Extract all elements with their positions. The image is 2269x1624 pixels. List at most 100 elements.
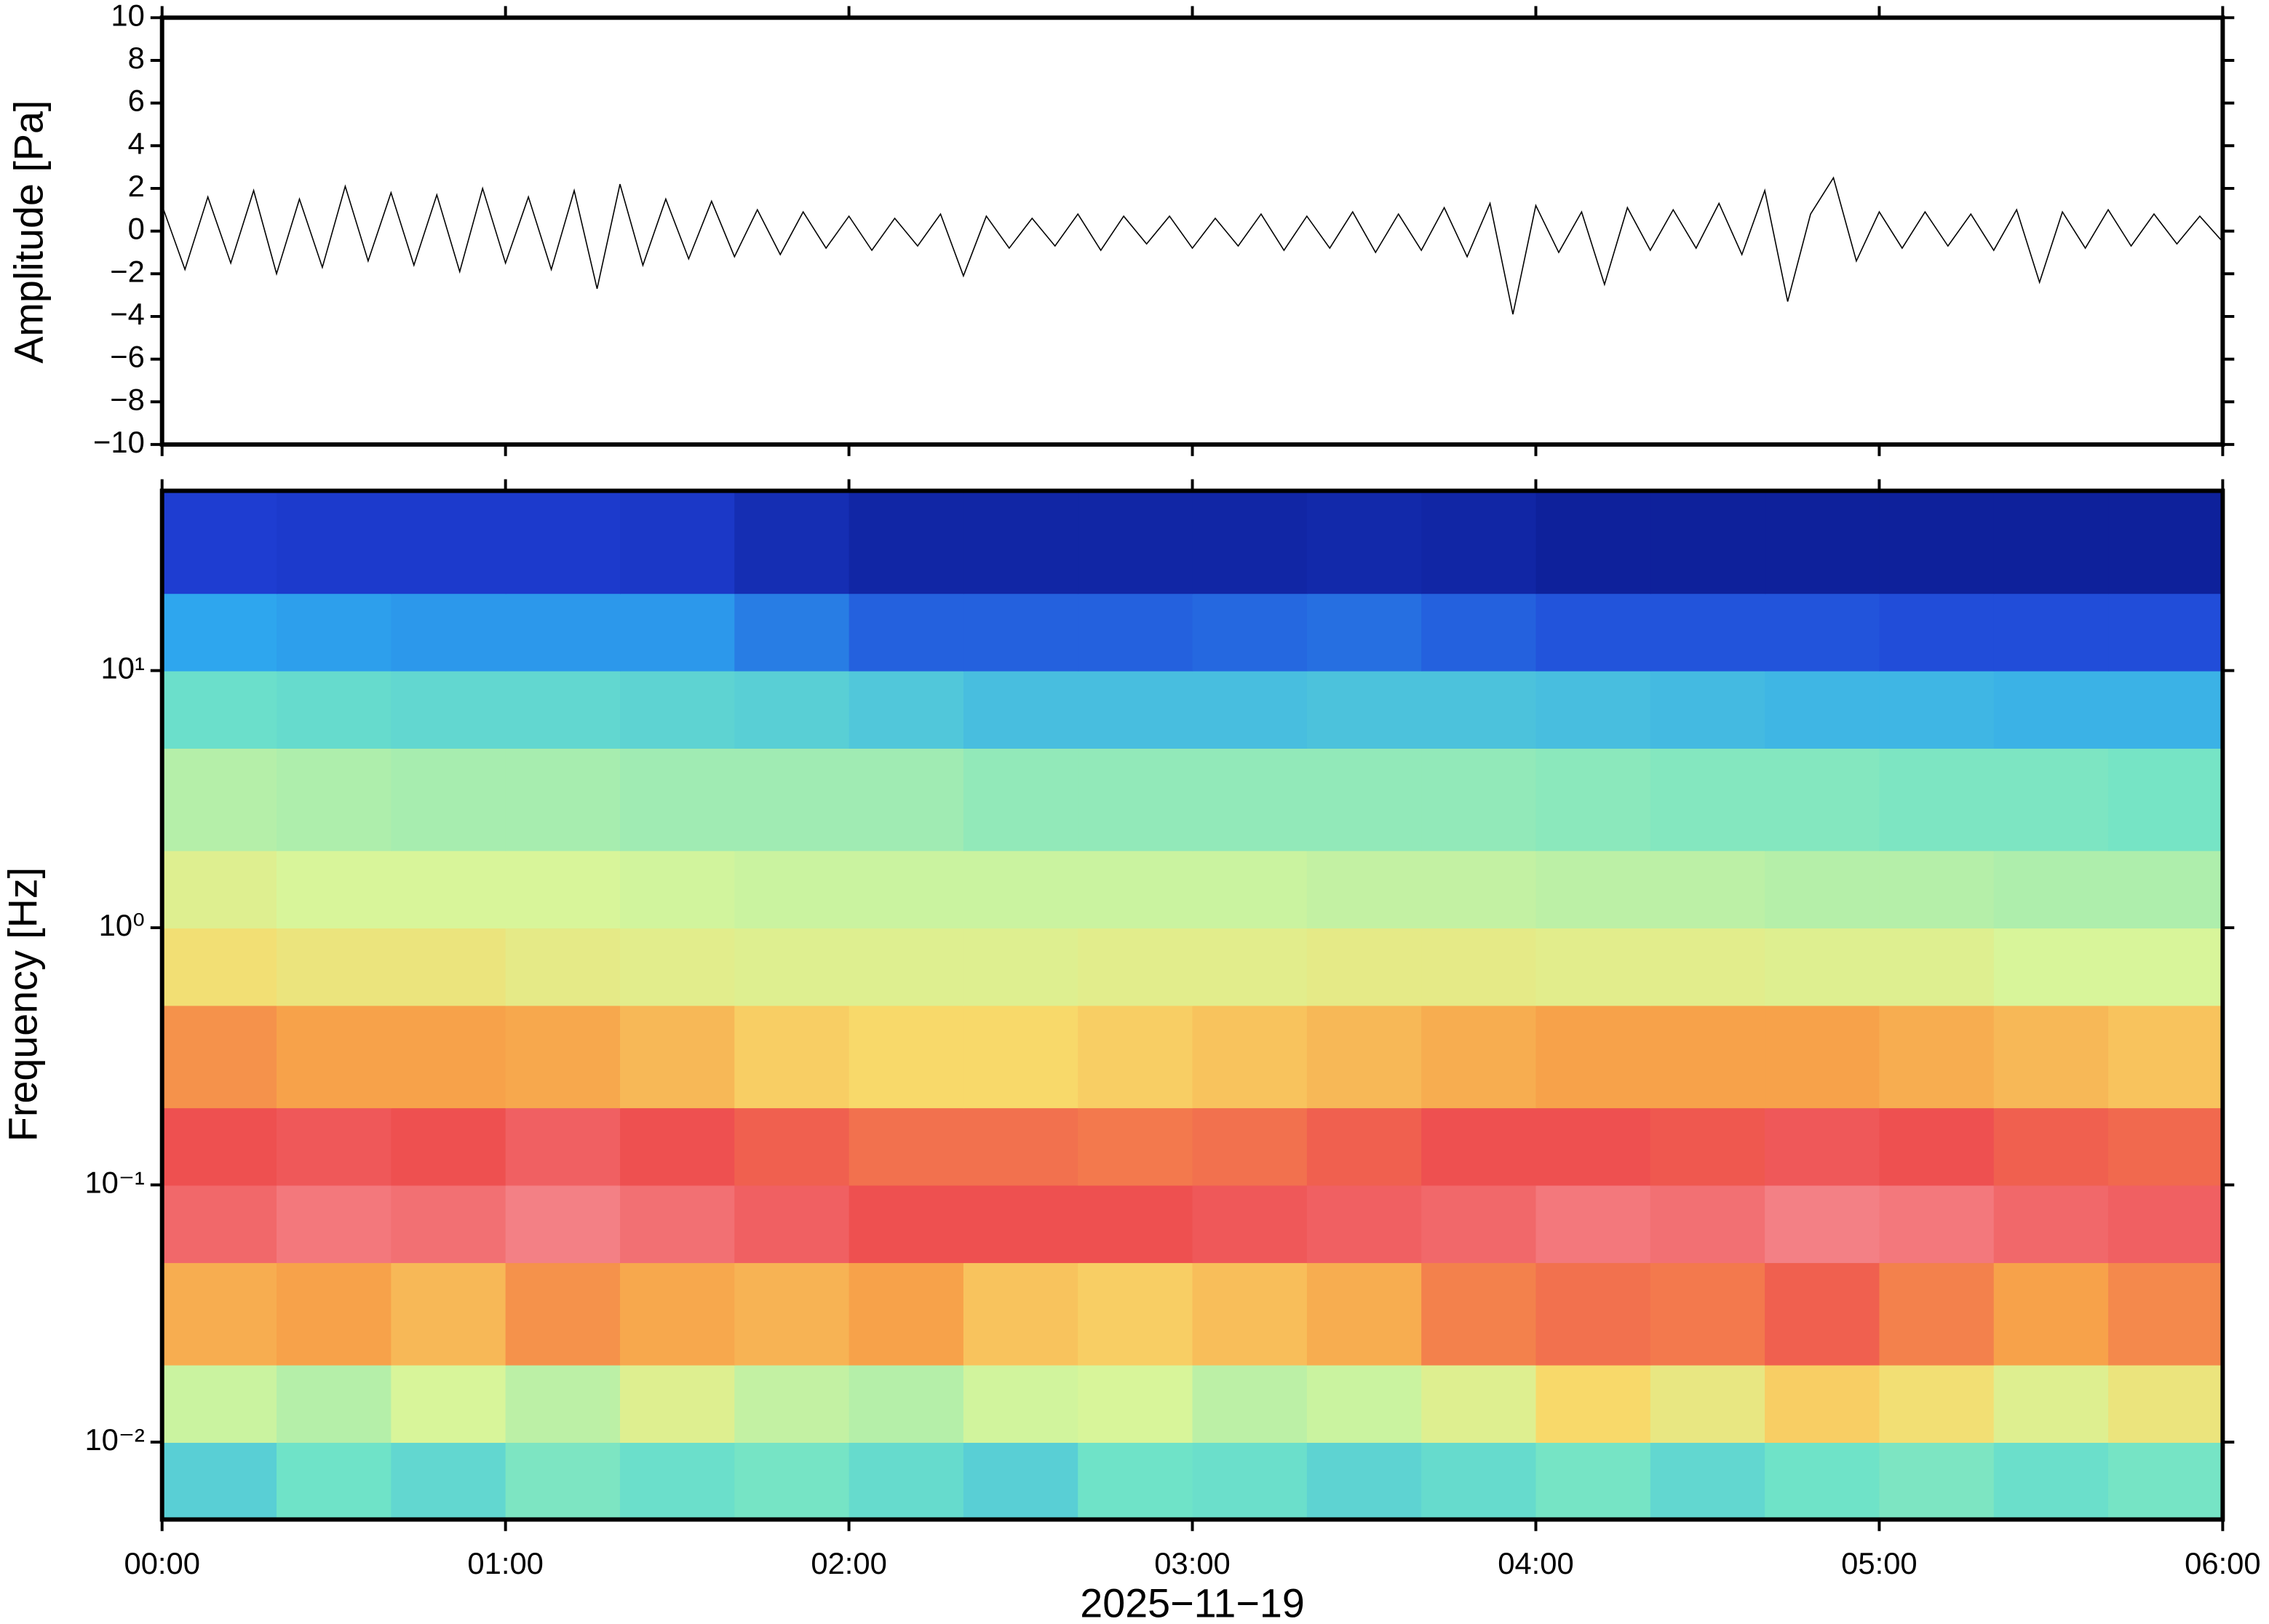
spectrogram-cell bbox=[505, 1441, 621, 1521]
spectrogram-cell bbox=[1879, 850, 1995, 929]
y-tick-label: 10⁻² bbox=[84, 1422, 144, 1457]
spectrogram-cell bbox=[1765, 1185, 1880, 1263]
panel-frame bbox=[159, 488, 2225, 1522]
spectrogram-cell bbox=[1765, 593, 1880, 672]
spectrogram-cell bbox=[391, 1107, 506, 1186]
spectrogram-cell bbox=[1879, 748, 1995, 851]
spectrogram-cell bbox=[1421, 1185, 1537, 1263]
spectrogram-cell bbox=[1535, 748, 1651, 851]
spectrogram-cell bbox=[1078, 1107, 1193, 1186]
x-axis-label: 2025−11−19 bbox=[1080, 1580, 1305, 1624]
spectrogram-cell bbox=[734, 1005, 850, 1109]
spectrogram-cell bbox=[162, 1005, 278, 1109]
panel-frame bbox=[159, 15, 2225, 447]
spectrogram-cell bbox=[1879, 1185, 1995, 1263]
spectrogram-cell bbox=[1650, 670, 1766, 749]
spectrogram-cell bbox=[1078, 748, 1193, 851]
spectrogram-cell bbox=[162, 1262, 278, 1366]
spectrogram-cell bbox=[1421, 1107, 1537, 1186]
spectrogram-cell bbox=[2108, 1185, 2224, 1263]
spectrogram-cell bbox=[619, 1364, 736, 1443]
y-tick-label: 4 bbox=[128, 126, 145, 160]
spectrogram-cell bbox=[619, 1005, 736, 1109]
spectrogram-cell bbox=[849, 593, 964, 672]
spectrogram-cell bbox=[2108, 1364, 2224, 1443]
spectrogram-cell bbox=[1765, 1107, 1880, 1186]
spectrogram-cell bbox=[1306, 928, 1423, 1006]
spectrogram-cell bbox=[1650, 1262, 1766, 1366]
spectrogram-cell bbox=[162, 1441, 278, 1521]
x-tick-label: 05:00 bbox=[1841, 1546, 1917, 1580]
spectrogram-cell bbox=[1879, 1262, 1995, 1366]
spectrogram-cell bbox=[1879, 1005, 1995, 1109]
spectrogram-cell bbox=[1650, 850, 1766, 929]
spectrogram-cell bbox=[849, 1441, 964, 1521]
spectrogram-cell bbox=[1306, 670, 1423, 749]
y-tick-label: −6 bbox=[110, 340, 145, 374]
spectrogram-cell bbox=[1879, 1107, 1995, 1186]
spectrogram-cell bbox=[1993, 928, 2110, 1006]
spectrogram-cell bbox=[849, 850, 964, 929]
spectrogram-cell bbox=[734, 1364, 850, 1443]
spectrogram-cell bbox=[1421, 748, 1537, 851]
spectrogram-cell bbox=[1421, 1364, 1537, 1443]
spectrogram-cell bbox=[1993, 490, 2110, 594]
spectrogram-cell bbox=[505, 1185, 621, 1263]
spectrogram-cell bbox=[734, 1107, 850, 1186]
spectrogram-cell bbox=[1421, 1441, 1537, 1521]
spectrogram-cell bbox=[619, 1107, 736, 1186]
spectrogram-cell bbox=[1993, 850, 2110, 929]
spectrogram-cell bbox=[1306, 1005, 1423, 1109]
spectrogram-cell bbox=[619, 1262, 736, 1366]
spectrogram-cell bbox=[505, 1107, 621, 1186]
spectrogram-cell bbox=[1078, 850, 1193, 929]
spectrogram-cell bbox=[391, 1185, 506, 1263]
spectrogram-cell bbox=[1993, 593, 2110, 672]
spectrogram-cell bbox=[619, 490, 736, 594]
spectrogram-cell bbox=[1765, 1364, 1880, 1443]
spectrogram-cell bbox=[277, 748, 392, 851]
y-tick-label: 2 bbox=[128, 169, 145, 203]
spectrogram-cell bbox=[849, 1262, 964, 1366]
spectrogram-cell bbox=[505, 748, 621, 851]
spectrogram-cell bbox=[1306, 748, 1423, 851]
y-tick-label: 8 bbox=[128, 41, 145, 75]
y-tick-label: −4 bbox=[110, 297, 145, 331]
spectrogram-cell bbox=[391, 928, 506, 1006]
spectrogram-cell bbox=[505, 593, 621, 672]
spectrogram-cell bbox=[963, 850, 1079, 929]
spectrogram-cell bbox=[734, 748, 850, 851]
spectrogram-cell bbox=[2108, 928, 2224, 1006]
spectrogram-cell bbox=[1765, 1441, 1880, 1521]
spectrogram-cell bbox=[2108, 850, 2224, 929]
spectrogram-cell bbox=[1879, 928, 1995, 1006]
spectrogram-cell bbox=[1650, 1185, 1766, 1263]
spectrogram-cell bbox=[277, 850, 392, 929]
spectrogram-cell bbox=[162, 748, 278, 851]
spectrogram-cell bbox=[849, 1005, 964, 1109]
spectrogram-cell bbox=[1765, 1005, 1880, 1109]
spectrogram-cell bbox=[1306, 1262, 1423, 1366]
y-tick-label: 10 bbox=[111, 0, 144, 32]
spectrogram-cell bbox=[1650, 1005, 1766, 1109]
spectrogram-cell bbox=[1879, 1441, 1995, 1521]
spectrogram-cell bbox=[162, 670, 278, 749]
spectrogram-cell bbox=[1421, 670, 1537, 749]
spectrogram-cell bbox=[1765, 490, 1880, 594]
spectrogram-cell bbox=[1765, 928, 1880, 1006]
x-tick-label: 00:00 bbox=[124, 1546, 199, 1580]
spectrogram-cell bbox=[391, 1364, 506, 1443]
spectrogram-cell bbox=[734, 670, 850, 749]
spectrogram-cell bbox=[391, 670, 506, 749]
spectrogram-cell bbox=[505, 490, 621, 594]
spectrogram-cell bbox=[1765, 1262, 1880, 1366]
spectrogram-cell bbox=[1650, 748, 1766, 851]
spectrogram-cell bbox=[391, 748, 506, 851]
spectrogram-cell bbox=[963, 1005, 1079, 1109]
spectrogram-cell bbox=[619, 748, 736, 851]
spectrogram-cell bbox=[963, 1262, 1079, 1366]
spectrogram-cell bbox=[391, 1262, 506, 1366]
spectrogram-cell bbox=[1192, 928, 1308, 1006]
spectrogram-cell bbox=[505, 1364, 621, 1443]
spectrogram-cell bbox=[1192, 670, 1308, 749]
